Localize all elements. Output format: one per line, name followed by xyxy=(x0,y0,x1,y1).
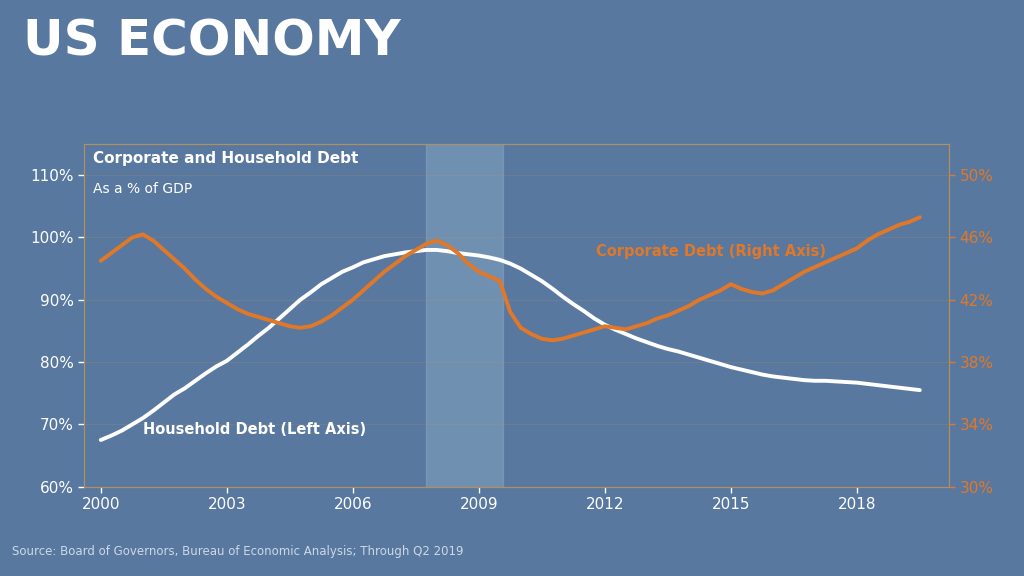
Text: US ECONOMY: US ECONOMY xyxy=(23,17,400,65)
Text: As a % of GDP: As a % of GDP xyxy=(92,181,191,196)
Text: Corporate Debt (Right Axis): Corporate Debt (Right Axis) xyxy=(596,244,826,259)
Bar xyxy=(426,144,503,487)
Text: Household Debt (Left Axis): Household Debt (Left Axis) xyxy=(142,422,366,437)
Text: Source: Board of Governors, Bureau of Economic Analysis; Through Q2 2019: Source: Board of Governors, Bureau of Ec… xyxy=(12,545,464,558)
Text: Corporate and Household Debt: Corporate and Household Debt xyxy=(92,151,358,166)
